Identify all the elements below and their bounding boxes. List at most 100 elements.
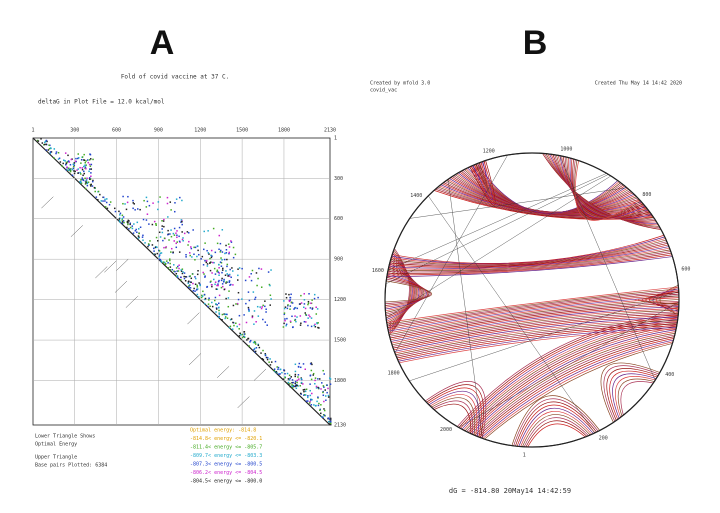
dot [294, 380, 297, 383]
dot [94, 190, 96, 193]
dot [142, 239, 144, 241]
dot [148, 244, 150, 246]
dot [318, 327, 320, 329]
dot [256, 305, 259, 308]
dot [307, 303, 309, 306]
dot [317, 404, 320, 407]
dot [309, 389, 311, 392]
dot [221, 269, 224, 271]
dot [180, 276, 182, 278]
dot [257, 315, 260, 317]
dot [91, 185, 94, 187]
dot [49, 144, 51, 147]
dot [303, 299, 306, 301]
dot [218, 309, 220, 312]
dot [283, 300, 285, 302]
dot [73, 170, 75, 172]
dot [48, 148, 51, 150]
dot [303, 303, 306, 305]
dot [215, 288, 218, 290]
dot [220, 262, 223, 264]
dot [253, 323, 255, 325]
dot [299, 385, 301, 387]
dot [86, 181, 88, 184]
dot [173, 270, 175, 272]
dot [322, 390, 324, 393]
dot [44, 140, 47, 143]
dot [211, 255, 213, 257]
dot [152, 202, 154, 204]
dot [89, 158, 92, 160]
arc [393, 314, 679, 351]
dot [188, 275, 191, 278]
arc [428, 390, 480, 437]
dot [244, 279, 247, 282]
dot [235, 322, 237, 325]
arc [388, 297, 680, 334]
dot [163, 218, 165, 221]
dot [181, 231, 183, 233]
dot [246, 339, 248, 341]
legend-right: -806.2< energy <= -804.5 [190, 470, 262, 476]
dot [257, 277, 259, 280]
dot [127, 195, 129, 198]
streak [237, 396, 250, 409]
dot [81, 178, 84, 181]
dot [161, 225, 163, 227]
dot [153, 250, 155, 252]
dot [77, 172, 79, 174]
arc [476, 163, 489, 192]
dot [196, 273, 199, 276]
dot [239, 332, 241, 335]
dot [247, 337, 250, 340]
dot [179, 241, 181, 243]
dot [204, 302, 206, 305]
circle-label: 1600 [372, 268, 384, 274]
arc [600, 362, 660, 423]
dot [190, 277, 193, 280]
chord [394, 154, 508, 354]
dot [228, 290, 230, 292]
dot [129, 222, 131, 225]
dot [89, 153, 91, 155]
dot [245, 302, 247, 305]
dot [176, 275, 179, 277]
dot [330, 417, 332, 420]
dot [156, 246, 158, 249]
arc [389, 299, 680, 335]
dot [296, 381, 298, 384]
arc [620, 381, 654, 416]
dot [296, 307, 299, 310]
arc [426, 384, 484, 438]
dot [288, 293, 290, 296]
dot [85, 179, 88, 181]
dot [77, 153, 79, 155]
dot [126, 226, 128, 229]
dot [217, 263, 220, 266]
arc [471, 329, 677, 435]
dot [294, 375, 296, 378]
dot [160, 260, 163, 262]
dot [299, 315, 302, 317]
dot [315, 387, 318, 389]
arc [389, 242, 668, 267]
dot [177, 265, 179, 268]
dot [137, 237, 140, 239]
dot [178, 267, 180, 270]
dot [288, 383, 290, 386]
header-sub: covid_vac [370, 88, 397, 94]
dot [312, 374, 315, 376]
dot [158, 231, 161, 234]
dot [222, 281, 225, 283]
dot [196, 245, 199, 247]
circle-label: 1400 [410, 193, 422, 199]
dot [289, 377, 291, 380]
dot [303, 388, 306, 391]
dot [238, 328, 240, 330]
dot [290, 293, 292, 296]
dot [155, 224, 157, 226]
dot [294, 370, 297, 373]
dot [322, 391, 324, 394]
dot [85, 160, 87, 162]
dot [303, 306, 305, 309]
